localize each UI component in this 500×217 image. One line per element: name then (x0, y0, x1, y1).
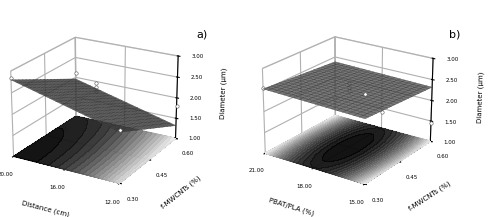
Text: a): a) (196, 29, 208, 39)
Y-axis label: f-MWCNTs (%): f-MWCNTs (%) (160, 175, 202, 210)
Y-axis label: f-MWCNTs (%): f-MWCNTs (%) (408, 180, 452, 212)
Text: b): b) (450, 29, 460, 39)
X-axis label: PBAT/PLA (%): PBAT/PLA (%) (268, 197, 314, 217)
X-axis label: Distance (cm): Distance (cm) (21, 200, 70, 217)
